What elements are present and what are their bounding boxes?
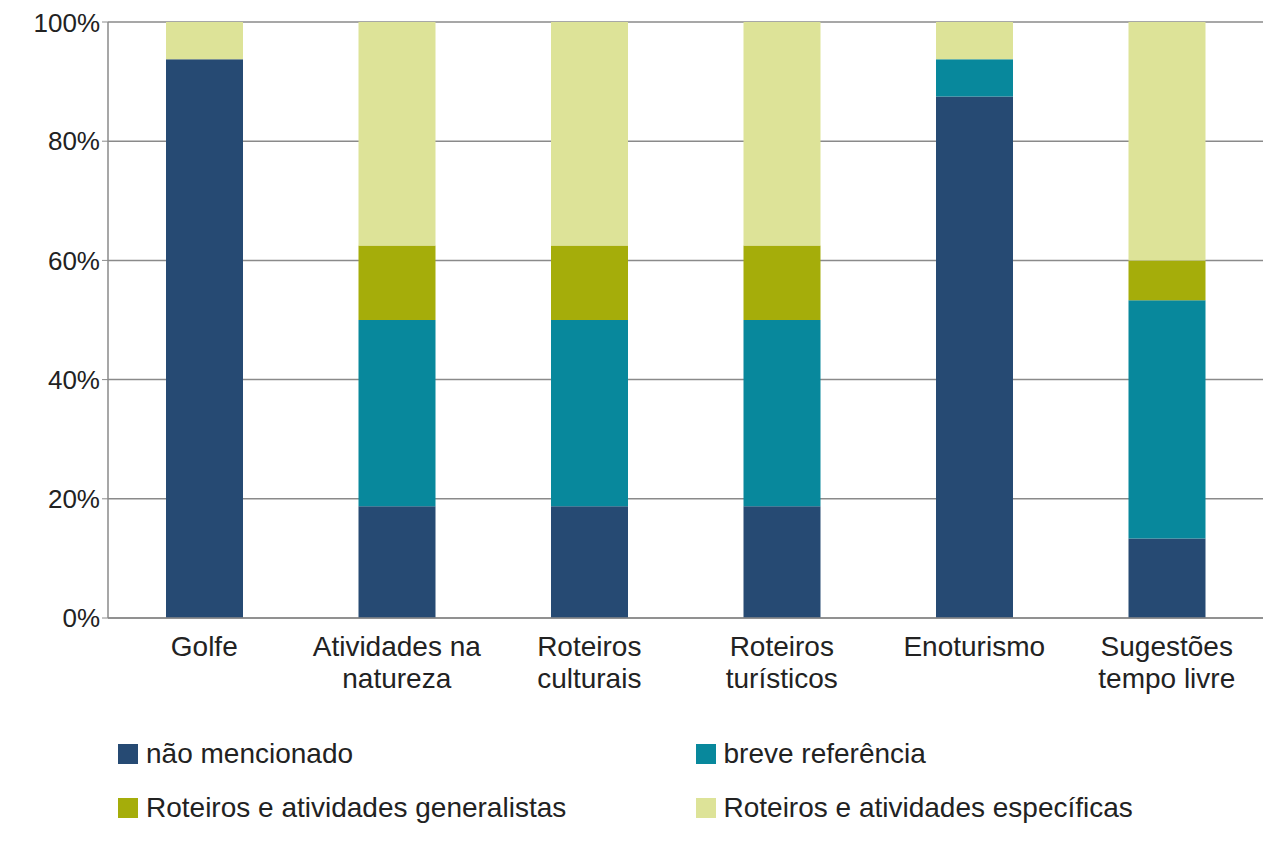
svg-text:Atividades na: Atividades na [313, 631, 482, 662]
html-text:Roteiros e atividades específi: Roteiros e atividades específicas [723, 792, 1133, 823]
svg-text:0%: 0% [62, 603, 100, 633]
svg-text:Golfe: Golfe [171, 631, 238, 662]
svg-text:20%: 20% [48, 484, 100, 514]
svg-text:turísticos: turísticos [726, 663, 838, 694]
svg-text:natureza: natureza [342, 663, 451, 694]
svg-text:80%: 80% [48, 126, 100, 156]
svg-text:60%: 60% [48, 246, 100, 276]
svg-text:40%: 40% [48, 365, 100, 395]
svg-text:Roteiros: Roteiros [730, 631, 834, 662]
svg-text:100%: 100% [34, 8, 101, 38]
svg-text:tempo livre: tempo livre [1098, 663, 1235, 694]
html-text:breve referência: breve referência [723, 738, 926, 769]
svg-text:Enoturismo: Enoturismo [903, 631, 1045, 662]
svg-text:Roteiros: Roteiros [537, 631, 641, 662]
html-text:Roteiros e atividades generali: Roteiros e atividades generalistas [146, 792, 567, 823]
html-text:não mencionado: não mencionado [146, 738, 353, 769]
svg-text:culturais: culturais [537, 663, 641, 694]
svg-text:Sugestões: Sugestões [1101, 631, 1233, 662]
